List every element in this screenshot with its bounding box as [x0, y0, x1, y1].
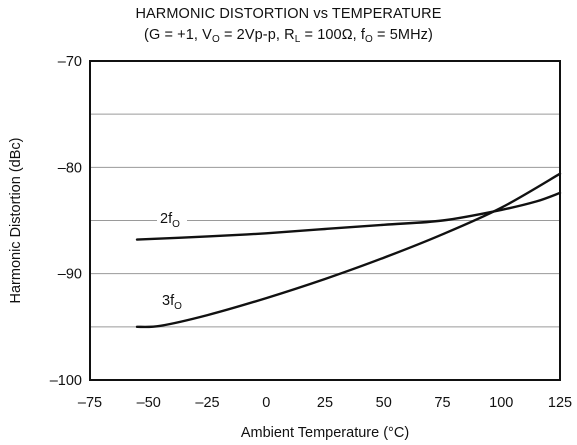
- series-label-2: 3fO: [162, 293, 182, 312]
- series-label-bg: [157, 209, 187, 229]
- subtitle-part: = 100Ω, f: [300, 27, 366, 43]
- chart-subtitle: (G = +1, VO = 2Vp-p, RL = 100Ω, fO = 5MH…: [0, 27, 577, 45]
- series-line-2: [135, 172, 562, 329]
- x-tick-label: –75: [78, 395, 102, 411]
- x-tick-label: 100: [489, 395, 513, 411]
- subtitle-part: (G = +1, V: [144, 27, 212, 43]
- y-axis-label: Harmonic Distortion (dBc): [8, 138, 24, 304]
- subtitle-sub: O: [365, 34, 373, 45]
- subtitle-part: = 5MHz): [372, 27, 433, 43]
- y-tick-label: –80: [58, 160, 82, 176]
- series-layer: [135, 172, 562, 329]
- x-tick-label: 75: [434, 395, 450, 411]
- x-tick-label: 125: [548, 395, 572, 411]
- x-tick-label: 50: [376, 395, 392, 411]
- x-tick-label: –50: [137, 395, 161, 411]
- y-tick-label: –70: [58, 54, 82, 70]
- x-tick-label: 25: [317, 395, 333, 411]
- x-tick-label: 0: [262, 395, 270, 411]
- subtitle-sub: O: [211, 34, 220, 45]
- y-tick-label: –100: [50, 373, 82, 389]
- plot-frame: [89, 60, 561, 381]
- tick-labels: –75 –50 –25 0 25 50 75 100 125 –70 –80 –90 –100: [50, 54, 572, 411]
- y-tick-label: –90: [58, 267, 82, 283]
- x-axis-label: Ambient Temperature (°C): [241, 425, 409, 441]
- series-line-1: [135, 191, 562, 241]
- grid: [90, 113, 560, 328]
- subtitle-sub: L: [294, 34, 301, 45]
- subtitle-part: = 2Vp-p, R: [219, 27, 295, 43]
- chart-title: HARMONIC DISTORTION vs TEMPERATURE: [135, 6, 442, 22]
- x-tick-label: –25: [195, 395, 219, 411]
